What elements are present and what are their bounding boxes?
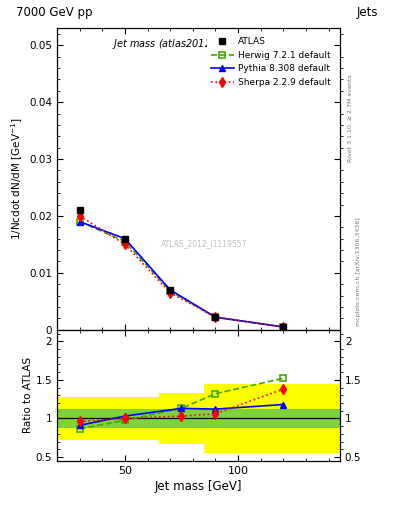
Text: mcplots.cern.ch [arXiv:1306.3436]: mcplots.cern.ch [arXiv:1306.3436] (356, 217, 361, 326)
Herwig 7.2.1 default (77, 219, 82, 225)
Y-axis label: Ratio to ATLAS: Ratio to ATLAS (23, 357, 33, 433)
Text: Jet mass (atlas2012-pt300-js$_{ak}$_06): Jet mass (atlas2012-pt300-js$_{ak}$_06) (112, 37, 285, 52)
Pythia 8.308 default (281, 324, 286, 330)
ATLAS (77, 207, 82, 214)
Y-axis label: 1/Ncdot dN/dM [GeV$^{-1}$]: 1/Ncdot dN/dM [GeV$^{-1}$] (9, 118, 25, 240)
Sherpa 2.2.9 default (168, 290, 173, 296)
Text: ATLAS_2012_I1119557: ATLAS_2012_I1119557 (161, 239, 247, 248)
Text: Jets: Jets (356, 6, 378, 19)
Pythia 8.308 default (213, 314, 218, 320)
Sherpa 2.2.9 default (213, 314, 218, 320)
Pythia 8.308 default (168, 287, 173, 293)
Text: Rivet 3.1.10, ≥ 2.7M events: Rivet 3.1.10, ≥ 2.7M events (348, 74, 353, 162)
Line: ATLAS: ATLAS (76, 207, 287, 330)
Line: Pythia 8.308 default: Pythia 8.308 default (76, 218, 287, 330)
Herwig 7.2.1 default (213, 314, 218, 320)
Herwig 7.2.1 default (281, 324, 286, 330)
Pythia 8.308 default (123, 236, 127, 242)
Sherpa 2.2.9 default (281, 324, 286, 330)
Line: Sherpa 2.2.9 default: Sherpa 2.2.9 default (76, 212, 287, 330)
ATLAS (168, 287, 173, 293)
ATLAS (213, 314, 218, 320)
Line: Herwig 7.2.1 default: Herwig 7.2.1 default (76, 218, 287, 330)
X-axis label: Jet mass [GeV]: Jet mass [GeV] (155, 480, 242, 493)
Sherpa 2.2.9 default (77, 213, 82, 219)
ATLAS (123, 236, 127, 242)
ATLAS (281, 324, 286, 330)
Legend: ATLAS, Herwig 7.2.1 default, Pythia 8.308 default, Sherpa 2.2.9 default: ATLAS, Herwig 7.2.1 default, Pythia 8.30… (207, 33, 336, 91)
Pythia 8.308 default (77, 219, 82, 225)
Herwig 7.2.1 default (168, 288, 173, 294)
Sherpa 2.2.9 default (123, 241, 127, 247)
Text: 7000 GeV pp: 7000 GeV pp (16, 6, 92, 19)
Herwig 7.2.1 default (123, 239, 127, 245)
